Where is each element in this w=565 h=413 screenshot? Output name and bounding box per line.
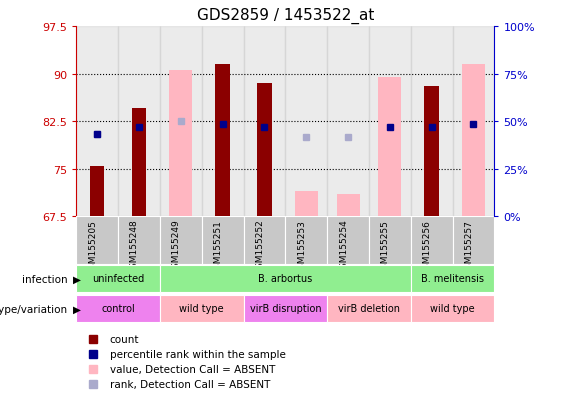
Bar xyxy=(76,296,160,322)
Text: GSM155252: GSM155252 xyxy=(255,219,264,274)
Text: GSM155256: GSM155256 xyxy=(423,219,432,274)
Text: ▶: ▶ xyxy=(73,274,81,284)
Text: percentile rank within the sample: percentile rank within the sample xyxy=(110,349,285,359)
Text: ▶: ▶ xyxy=(73,304,81,314)
Text: virB disruption: virB disruption xyxy=(250,303,321,313)
Text: value, Detection Call = ABSENT: value, Detection Call = ABSENT xyxy=(110,364,275,374)
Text: GSM155257: GSM155257 xyxy=(464,219,473,274)
Bar xyxy=(369,27,411,217)
Bar xyxy=(327,217,369,264)
Bar xyxy=(327,296,411,322)
Text: GSM155255: GSM155255 xyxy=(381,219,390,274)
Text: control: control xyxy=(101,303,135,313)
Bar xyxy=(411,27,453,217)
Bar xyxy=(327,27,369,217)
Bar xyxy=(160,266,411,292)
Text: wild type: wild type xyxy=(180,303,224,313)
Bar xyxy=(132,109,146,217)
Bar xyxy=(424,87,439,217)
Text: GSM155254: GSM155254 xyxy=(339,219,348,274)
Text: count: count xyxy=(110,334,139,344)
Bar xyxy=(369,217,411,264)
Text: virB deletion: virB deletion xyxy=(338,303,400,313)
Bar xyxy=(76,217,118,264)
Text: rank, Detection Call = ABSENT: rank, Detection Call = ABSENT xyxy=(110,379,270,389)
Text: B. arbortus: B. arbortus xyxy=(258,273,312,284)
Bar xyxy=(215,65,230,217)
Bar xyxy=(411,296,494,322)
Bar xyxy=(160,27,202,217)
Text: GSM155248: GSM155248 xyxy=(130,219,139,274)
Bar xyxy=(90,166,105,217)
Text: GSM155205: GSM155205 xyxy=(88,219,97,274)
Bar xyxy=(160,217,202,264)
Bar xyxy=(257,84,272,217)
Text: wild type: wild type xyxy=(431,303,475,313)
Bar xyxy=(411,266,494,292)
Bar xyxy=(244,27,285,217)
Bar xyxy=(337,195,359,217)
Title: GDS2859 / 1453522_at: GDS2859 / 1453522_at xyxy=(197,8,374,24)
Bar xyxy=(118,27,160,217)
Bar xyxy=(411,217,453,264)
Bar xyxy=(160,296,244,322)
Bar xyxy=(453,27,494,217)
Text: GSM155249: GSM155249 xyxy=(172,219,181,274)
Bar xyxy=(285,27,327,217)
Bar xyxy=(170,71,192,217)
Bar xyxy=(244,217,285,264)
Text: genotype/variation: genotype/variation xyxy=(0,304,68,314)
Text: GSM155251: GSM155251 xyxy=(214,219,223,274)
Bar xyxy=(244,296,327,322)
Bar xyxy=(118,217,160,264)
Bar xyxy=(295,192,318,217)
Bar xyxy=(379,78,401,217)
Bar xyxy=(285,217,327,264)
Bar xyxy=(76,266,160,292)
Text: uninfected: uninfected xyxy=(92,273,144,284)
Text: infection: infection xyxy=(22,274,68,284)
Bar xyxy=(453,217,494,264)
Text: GSM155253: GSM155253 xyxy=(297,219,306,274)
Bar xyxy=(462,65,485,217)
Bar xyxy=(202,27,244,217)
Bar xyxy=(202,217,244,264)
Bar xyxy=(76,27,118,217)
Text: B. melitensis: B. melitensis xyxy=(421,273,484,284)
